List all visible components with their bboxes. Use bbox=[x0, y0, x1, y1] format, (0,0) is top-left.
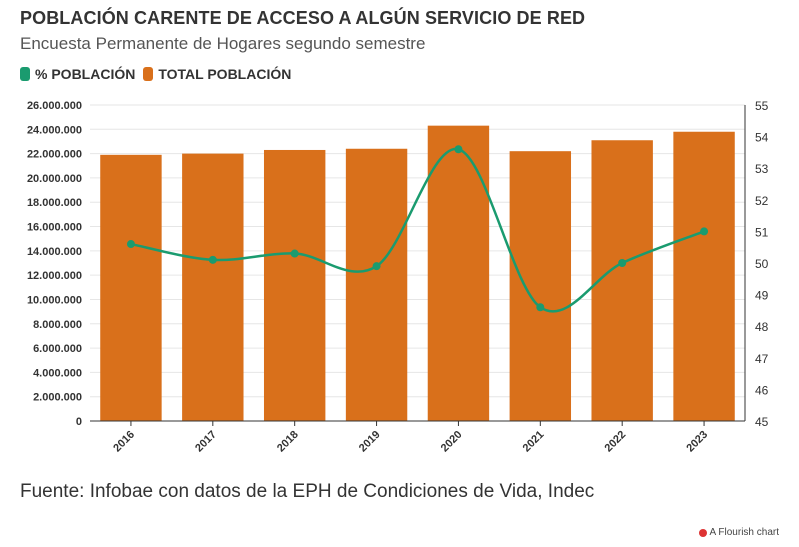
x-tick-label: 2022 bbox=[603, 429, 629, 455]
y-left-tick-label: 20.000.000 bbox=[27, 173, 82, 185]
y-left-tick-label: 14.000.000 bbox=[27, 246, 82, 258]
y-left-tick-label: 2.000.000 bbox=[33, 392, 82, 404]
percent-line bbox=[130, 147, 705, 313]
bar-2018 bbox=[263, 149, 326, 421]
bar-2023 bbox=[673, 131, 735, 421]
bar-2017 bbox=[182, 153, 244, 421]
legend-item-total[interactable]: TOTAL POBLACIÓN bbox=[143, 66, 291, 82]
bar-2019 bbox=[345, 148, 408, 421]
y-right-tick-label: 50 bbox=[755, 257, 769, 271]
y-right-tick-label: 49 bbox=[755, 289, 769, 303]
percent-point-2018 bbox=[290, 249, 299, 258]
y-left-tick-label: 8.000.000 bbox=[33, 319, 82, 331]
y-left-tick-label: 0 bbox=[76, 416, 82, 428]
x-tick-label: 2020 bbox=[439, 429, 465, 455]
percent-point-2017 bbox=[208, 255, 217, 264]
x-tick-label: 2019 bbox=[357, 429, 383, 455]
y-right-tick-label: 53 bbox=[755, 162, 769, 176]
legend-swatch-percent bbox=[20, 67, 30, 81]
percent-point-2016 bbox=[126, 240, 135, 249]
percent-point-2023 bbox=[700, 227, 709, 236]
y-left-tick-label: 4.000.000 bbox=[33, 367, 82, 379]
x-tick-label: 2018 bbox=[275, 429, 301, 455]
x-tick-label: 2017 bbox=[193, 429, 219, 455]
y-right-tick-label: 55 bbox=[755, 99, 769, 113]
x-tick-label: 2023 bbox=[684, 429, 710, 455]
bar-2022 bbox=[591, 140, 653, 421]
y-right-tick-label: 45 bbox=[755, 415, 769, 429]
percent-point-2019 bbox=[372, 262, 381, 271]
legend-item-percent[interactable]: % POBLACIÓN bbox=[20, 66, 135, 82]
y-left-tick-label: 6.000.000 bbox=[33, 343, 82, 355]
y-left-tick-label: 12.000.000 bbox=[27, 270, 82, 282]
x-tick-label: 2021 bbox=[521, 429, 547, 455]
flourish-logo-icon bbox=[698, 528, 707, 537]
y-left-tick-label: 22.000.000 bbox=[27, 149, 82, 161]
flourish-credit-label: A Flourish chart bbox=[709, 527, 779, 538]
percent-point-2021 bbox=[536, 303, 545, 312]
y-left-tick-label: 16.000.000 bbox=[27, 222, 82, 234]
y-right-tick-label: 48 bbox=[755, 320, 769, 334]
legend-label-total: TOTAL POBLACIÓN bbox=[158, 66, 292, 82]
y-right-tick-label: 51 bbox=[755, 225, 769, 239]
flourish-credit[interactable]: A Flourish chart bbox=[698, 527, 779, 538]
y-left-tick-label: 18.000.000 bbox=[27, 197, 82, 209]
percent-point-2022 bbox=[618, 259, 627, 267]
legend-swatch-total bbox=[143, 67, 154, 81]
percent-point-2020 bbox=[454, 145, 463, 154]
source-note: Fuente: Infobae con datos de la EPH de C… bbox=[20, 481, 595, 502]
y-right-tick-label: 52 bbox=[755, 194, 769, 208]
y-left-tick-label: 24.000.000 bbox=[27, 124, 82, 136]
chart-subtitle: Encuesta Permanente de Hogares segundo s… bbox=[20, 34, 426, 53]
y-right-tick-label: 54 bbox=[755, 131, 769, 145]
y-right-tick-label: 46 bbox=[755, 383, 769, 397]
y-left-tick-label: 10.000.000 bbox=[27, 294, 82, 306]
y-right-tick-label: 47 bbox=[755, 352, 769, 366]
bar-2021 bbox=[509, 151, 572, 421]
bar-2016 bbox=[100, 154, 162, 422]
legend: % POBLACIÓN TOTAL POBLACIÓN bbox=[20, 66, 299, 82]
chart-title: POBLACIÓN CARENTE DE ACCESO A ALGÚN SERV… bbox=[20, 8, 586, 28]
y-left-tick-label: 26.000.000 bbox=[27, 100, 82, 112]
combo-chart: 0 2.000.000 4.000.000 6.000.000 8.000.000 10.… bbox=[27, 99, 769, 455]
x-tick-label: 2016 bbox=[111, 429, 137, 455]
bar-2020 bbox=[427, 125, 490, 422]
legend-label-percent: % POBLACIÓN bbox=[35, 66, 136, 82]
